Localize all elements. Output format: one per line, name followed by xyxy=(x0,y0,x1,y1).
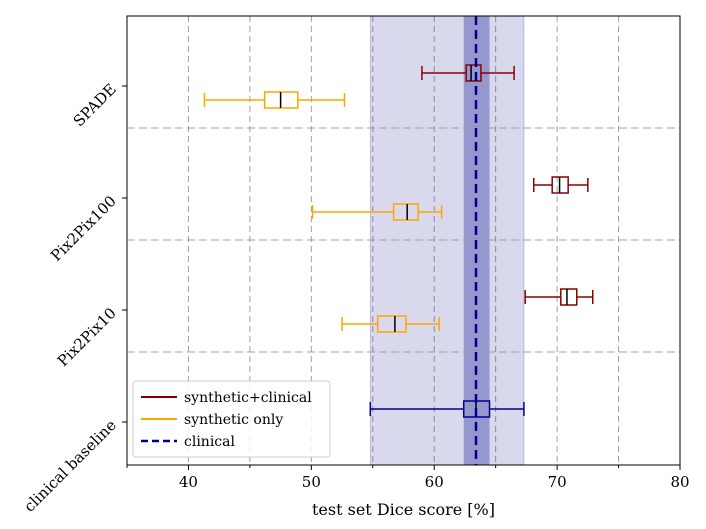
x-tick-label-60: 60 xyxy=(425,473,444,491)
legend: synthetic+clinical synthetic only clinic… xyxy=(132,380,331,458)
legend-label-synthetic-clinical: synthetic+clinical xyxy=(184,390,312,406)
boxplot-synthetic-only-spade xyxy=(203,91,346,109)
y-tick-label-pix2pix10: Pix2Pix10 xyxy=(54,304,120,370)
box-iqr xyxy=(376,315,407,333)
y-tick-label-pix2pix100: Pix2Pix100 xyxy=(47,192,120,265)
x-axis-title: test set Dice score [%] xyxy=(312,500,495,519)
x-tick-label-80: 80 xyxy=(670,473,689,491)
boxplot-synthetic-only-pix2pix100 xyxy=(311,203,443,221)
box-iqr xyxy=(560,288,578,306)
x-tick-label-40: 40 xyxy=(179,473,198,491)
boxplot-synthetic-clinical-pix2pix100 xyxy=(533,176,589,194)
legend-label-clinical: clinical xyxy=(184,434,235,450)
axis-ticks: 40 50 60 70 80 SPADE Pix2Pix100 Pix2Pix10 clinic… xyxy=(20,80,689,515)
legend-label-synthetic-only: synthetic only xyxy=(184,412,283,428)
group-separators xyxy=(127,127,680,353)
x-tick-label-50: 50 xyxy=(302,473,321,491)
box-iqr xyxy=(465,64,482,82)
plot-frame xyxy=(126,15,681,466)
x-tick-label-70: 70 xyxy=(548,473,567,491)
boxplot-synthetic-only-pix2pix10 xyxy=(341,315,440,333)
legend-frame xyxy=(132,380,331,458)
boxplot-synthetic-clinical-pix2pix10 xyxy=(524,288,594,306)
y-tick-label-clinical-baseline: clinical baseline xyxy=(20,416,120,516)
y-tick-label-spade: SPADE xyxy=(70,80,120,130)
boxplot-synthetic-clinical-spade xyxy=(421,64,515,82)
box-iqr xyxy=(392,203,419,221)
